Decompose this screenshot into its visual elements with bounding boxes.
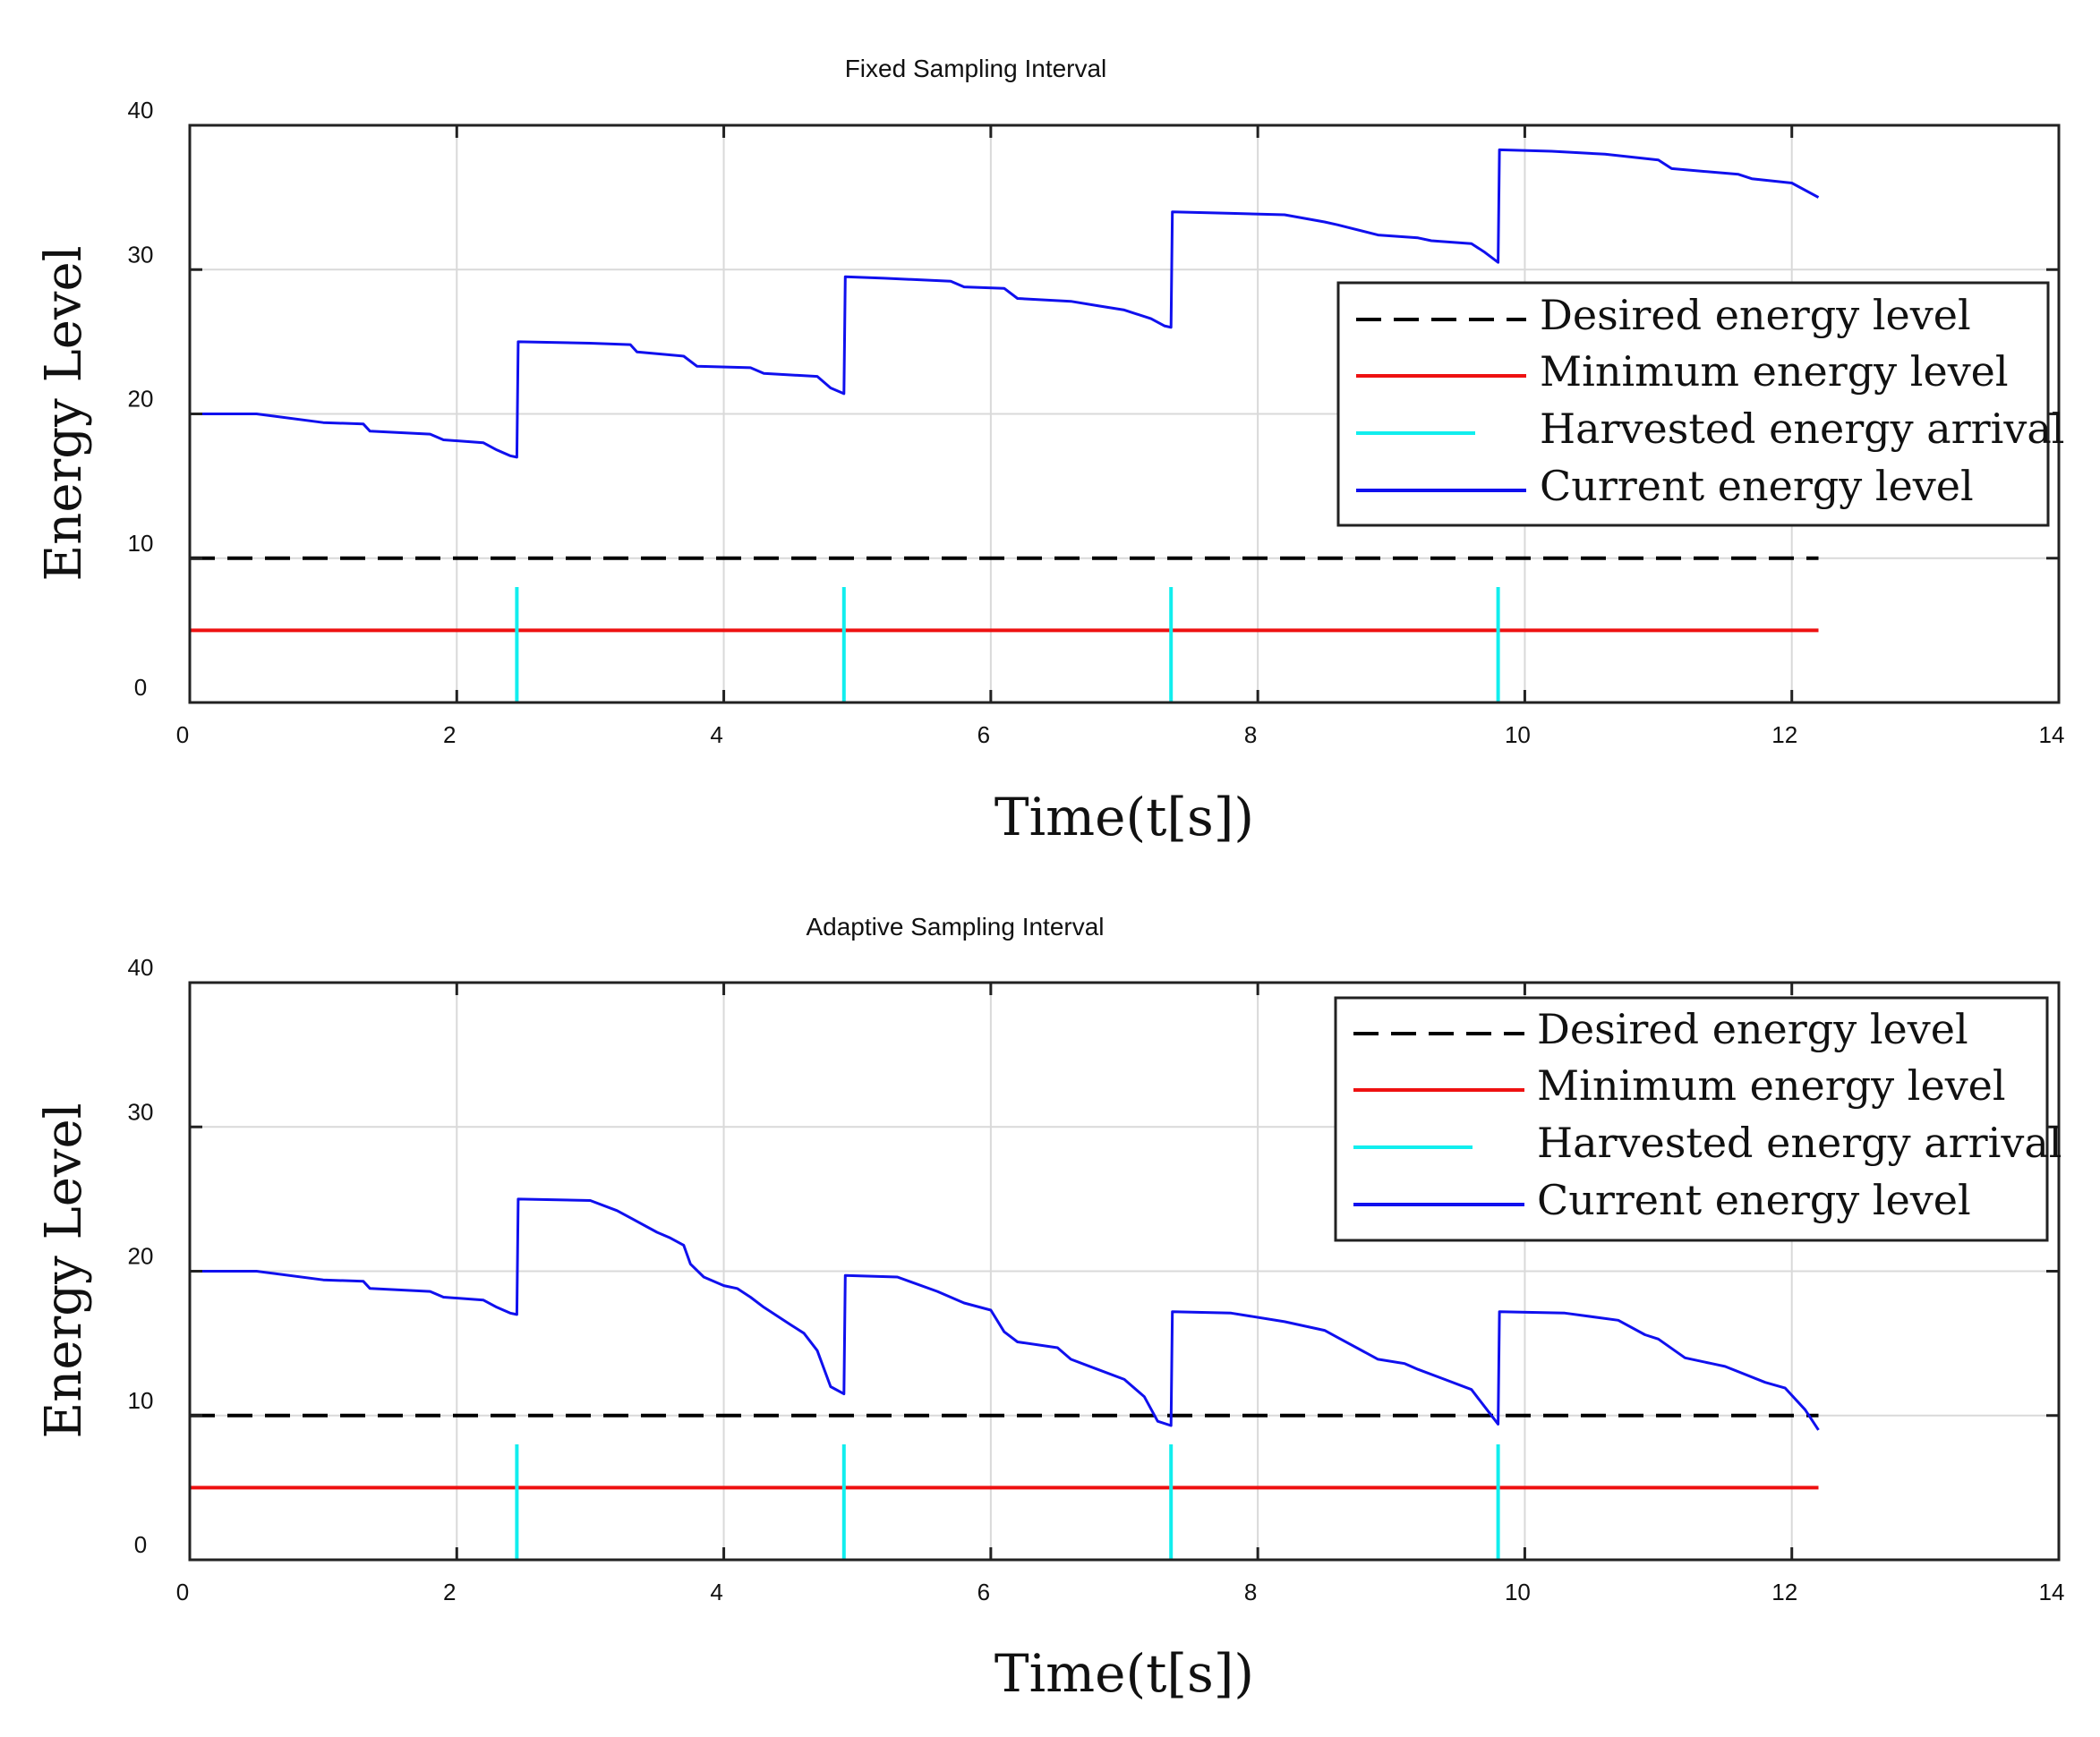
y-tick-label: 20 (128, 386, 154, 413)
y-tick-label: 10 (128, 1387, 154, 1414)
legend-label-minimum: Minimum energy level (1540, 347, 2009, 396)
y-axis-label: Energy Level (35, 245, 93, 581)
x-tick-label: 12 (1771, 721, 1797, 748)
axis-ticks: 0 2 4 6 8 10 12 14 0 10 20 30 40 (128, 954, 2065, 1605)
y-tick-label: 30 (128, 1098, 154, 1125)
y-tick-label: 0 (134, 674, 147, 701)
legend-label-desired: Desired energy level (1537, 1005, 1968, 1053)
y-tick-label: 0 (134, 1531, 147, 1558)
x-tick-label: 4 (710, 1579, 722, 1605)
x-tick-label: 14 (2039, 1579, 2065, 1605)
x-tick-label: 6 (977, 1579, 990, 1605)
legend: Desired energy level Minimum energy leve… (1334, 996, 2062, 1242)
y-tick-label: 30 (128, 241, 154, 268)
chart-title: Adaptive Sampling Interval (806, 913, 1104, 941)
y-tick-label: 40 (128, 954, 154, 981)
x-tick-label: 10 (1505, 1579, 1531, 1605)
x-axis-label: Time(t[s]) (995, 1643, 1254, 1704)
x-axis-label: Time(t[s]) (995, 787, 1254, 847)
data-marks (190, 1197, 1820, 1560)
data-marks (190, 148, 1820, 702)
legend-box (1336, 281, 2050, 527)
legend-box (1334, 996, 2049, 1242)
y-tick-label: 10 (128, 530, 154, 557)
chart-panel-fixed: Fixed Sampling Interval 0 2 4 6 8 10 12 14 0 10 20… (35, 55, 2064, 847)
x-tick-label: 6 (977, 721, 990, 748)
legend-label-harvest: Harvested energy arrival (1540, 404, 2064, 453)
axis-ticks: 0 2 4 6 8 10 12 14 0 10 20 30 40 (128, 97, 2065, 748)
x-tick-label: 12 (1771, 1579, 1797, 1605)
current-energy-line (190, 148, 1820, 459)
x-tick-label: 4 (710, 721, 722, 748)
chart-title: Fixed Sampling Interval (845, 55, 1107, 82)
x-tick-label: 2 (443, 1579, 456, 1605)
x-tick-label: 0 (176, 721, 189, 748)
legend-label-minimum: Minimum energy level (1537, 1061, 2006, 1110)
x-tick-label: 8 (1244, 721, 1257, 748)
y-tick-label: 40 (128, 97, 154, 123)
x-tick-label: 8 (1244, 1579, 1257, 1605)
legend-label-current: Current energy level (1537, 1176, 1971, 1224)
legend-label-desired: Desired energy level (1540, 291, 1971, 339)
x-tick-label: 10 (1505, 721, 1531, 748)
x-tick-label: 14 (2039, 721, 2065, 748)
y-axis-label: Energy Level (35, 1103, 93, 1438)
legend: Desired energy level Minimum energy leve… (1336, 281, 2064, 527)
y-tick-label: 20 (128, 1243, 154, 1270)
legend-label-current: Current energy level (1540, 462, 1974, 510)
x-tick-label: 2 (443, 721, 456, 748)
current-energy-line (190, 1197, 1820, 1431)
legend-label-harvest: Harvested energy arrival (1537, 1119, 2062, 1167)
chart-panel-adaptive: Adaptive Sampling Interval 0 2 4 6 8 10 12 14 0 1… (35, 913, 2064, 1704)
x-tick-label: 0 (176, 1579, 189, 1605)
